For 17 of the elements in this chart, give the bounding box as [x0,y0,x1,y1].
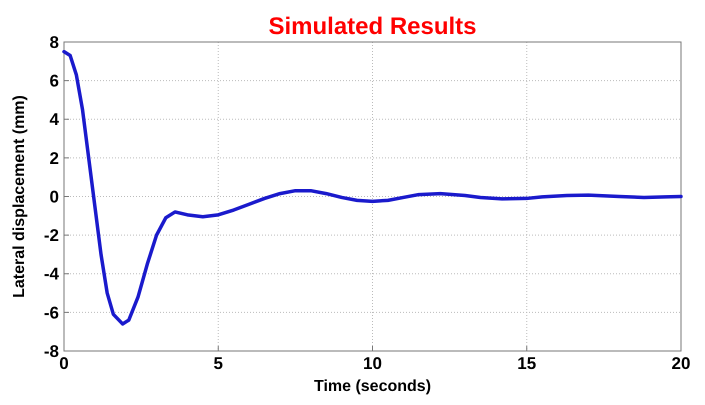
chart-title: Simulated Results [268,13,477,40]
y-tick-label: 4 [50,110,60,130]
y-tick-label: -6 [44,303,59,322]
y-tick-label: 2 [50,148,59,168]
line-series [62,50,683,326]
y-tick-label: -8 [44,342,59,361]
y-tick-label: -2 [44,226,59,246]
y-tick-label: 8 [50,32,59,52]
x-tick-label: 15 [517,354,536,373]
y-tick-label: 0 [50,187,59,206]
y-tick-label: 6 [50,72,59,91]
x-tick-label: 10 [363,354,382,373]
x-axis-title: Time (seconds) [314,378,432,395]
y-axis-title: Lateral displacement (mm) [11,95,28,298]
y-tick-label: -4 [44,264,60,284]
x-tick-label: 20 [672,354,690,373]
x-tick-label: 5 [214,354,223,373]
